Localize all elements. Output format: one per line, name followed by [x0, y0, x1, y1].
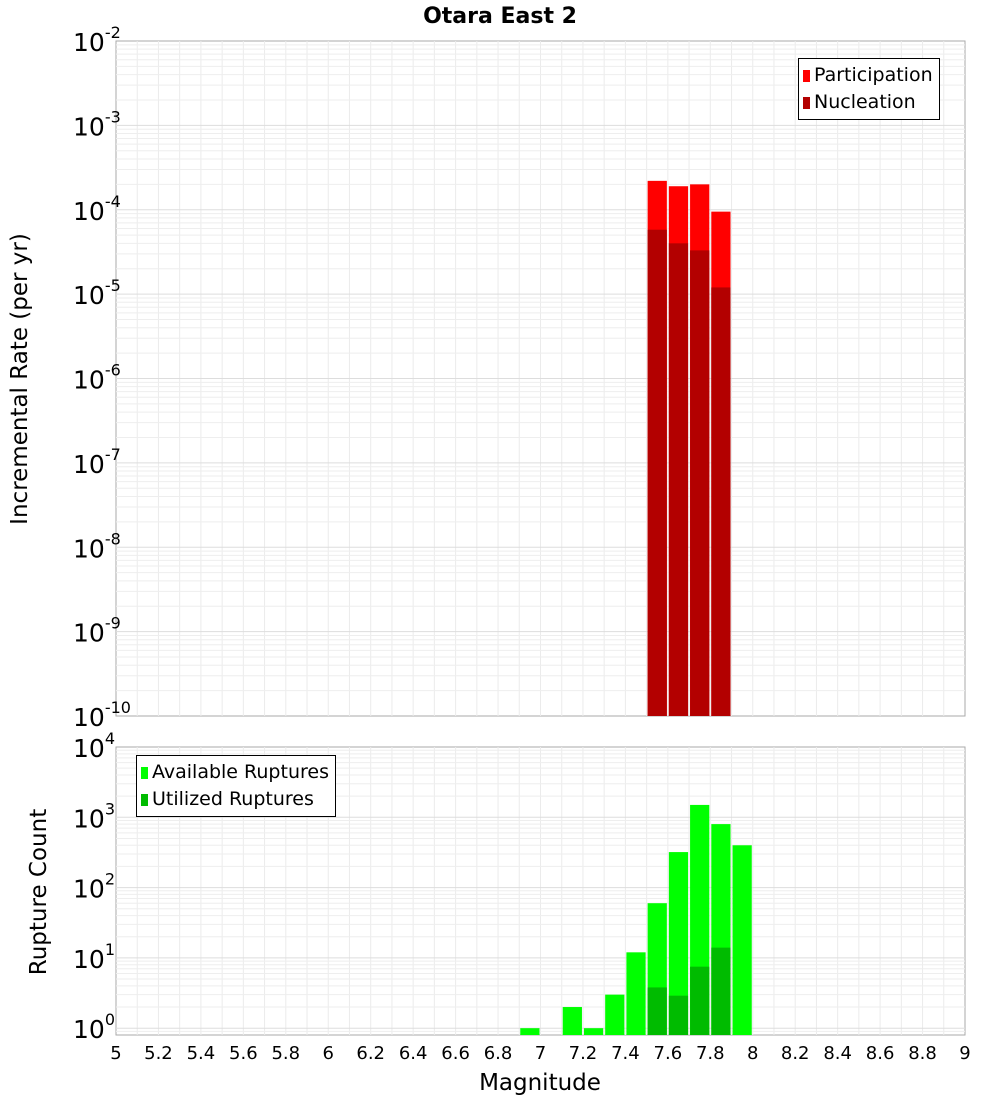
top-y-tick-label: 10-2 [73, 23, 121, 57]
x-tick-label: 8.4 [823, 1043, 852, 1064]
legend-label-available-ruptures: Available Ruptures [152, 761, 329, 783]
top-y-tick-labels: 10-2 10-3 10-4 10-5 10-6 10-7 10-8 10-9 10-10 [73, 23, 131, 732]
bottom-bar-utilized-ruptures [690, 966, 710, 1035]
bottom-legend: Available Ruptures Utilized Ruptures [136, 755, 336, 817]
x-tick-label: 5.4 [187, 1043, 216, 1064]
chart-title: Otara East 2 [423, 4, 577, 29]
top-y-tick-label: 10-5 [73, 276, 121, 310]
top-bar-nucleation [647, 229, 667, 717]
top-y-tick-label: 10-4 [73, 192, 121, 226]
x-tick-label: 8.8 [908, 1043, 937, 1064]
top-legend: Participation Nucleation [798, 58, 940, 120]
top-y-tick-label: 10-6 [73, 361, 121, 395]
bottom-gridlines [116, 747, 965, 1035]
top-bar-nucleation [711, 287, 731, 716]
top-bar-nucleation [690, 250, 710, 717]
bottom-y-tick-label: 103 [73, 799, 115, 833]
top-y-tick-label: 10-7 [73, 445, 121, 479]
bottom-bar-available-ruptures [668, 852, 689, 1035]
bottom-bar-available-ruptures [626, 952, 646, 1035]
x-tick-label: 6.6 [441, 1043, 470, 1064]
x-tick-label: 6 [323, 1043, 334, 1064]
bottom-y-tick-label: 102 [73, 870, 115, 904]
x-tick-label: 7 [535, 1043, 546, 1064]
participation-swatch [803, 69, 810, 82]
top-bar-nucleation [668, 243, 689, 717]
x-tick-label: 7.8 [696, 1043, 725, 1064]
bottom-bar-available-ruptures [520, 1028, 540, 1035]
bottom-y-tick-label: 104 [73, 729, 115, 763]
legend-label-nucleation: Nucleation [814, 91, 916, 113]
x-tick-label: 8.6 [866, 1043, 895, 1064]
x-tick-label: 9 [959, 1043, 970, 1064]
bottom-y-tick-labels: 104 103 102 101 100 [73, 729, 115, 1044]
legend-label-utilized-ruptures: Utilized Ruptures [152, 788, 314, 810]
bottom-bar-utilized-ruptures [711, 947, 731, 1035]
x-tick-label: 5 [110, 1043, 121, 1064]
x-tick-label: 6.2 [356, 1043, 385, 1064]
legend-item-participation: Participation [803, 62, 933, 89]
bottom-y-tick-label: 101 [73, 940, 115, 974]
x-tick-label: 8.2 [781, 1043, 810, 1064]
bottom-y-tick-label: 100 [73, 1010, 115, 1044]
top-y-axis-label: Incremental Rate (per yr) [7, 233, 33, 525]
bottom-y-axis-label: Rupture Count [26, 809, 52, 975]
x-tick-label: 8 [747, 1043, 758, 1064]
top-y-tick-label: 10-8 [73, 529, 121, 563]
top-y-tick-label: 10-10 [73, 698, 131, 732]
x-tick-label: 7.4 [611, 1043, 640, 1064]
legend-item-utilized-ruptures: Utilized Ruptures [141, 786, 329, 813]
x-tick-label: 5.6 [229, 1043, 258, 1064]
x-tick-label: 6.4 [399, 1043, 428, 1064]
top-gridlines [116, 41, 965, 716]
x-tick-labels: 5 5.2 5.4 5.6 5.8 6 6.2 6.4 6.6 6.8 7 7.2 7.4 7.6 7.8 8… [110, 1043, 970, 1064]
bottom-bar-available-ruptures [732, 845, 752, 1035]
legend-item-nucleation: Nucleation [803, 89, 933, 116]
top-bars [647, 180, 731, 717]
x-tick-label: 5.8 [271, 1043, 300, 1064]
nucleation-swatch [803, 96, 810, 109]
x-axis-label: Magnitude [479, 1070, 601, 1096]
x-tick-label: 7.6 [654, 1043, 683, 1064]
x-tick-label: 6.8 [484, 1043, 513, 1064]
bottom-bar-available-ruptures [583, 1028, 604, 1035]
available-ruptures-swatch [141, 766, 148, 779]
top-y-tick-label: 10-3 [73, 107, 121, 141]
legend-label-participation: Participation [814, 64, 933, 86]
legend-item-available-ruptures: Available Ruptures [141, 759, 329, 786]
utilized-ruptures-swatch [141, 793, 148, 806]
bottom-bar-available-ruptures [562, 1007, 582, 1035]
bottom-bar-utilized-ruptures [647, 987, 667, 1035]
bottom-bars [520, 804, 752, 1035]
bottom-bar-available-ruptures [605, 994, 625, 1035]
top-y-tick-label: 10-9 [73, 614, 121, 648]
x-tick-label: 7.2 [569, 1043, 598, 1064]
bottom-bar-utilized-ruptures [668, 995, 689, 1035]
x-tick-label: 5.2 [144, 1043, 173, 1064]
